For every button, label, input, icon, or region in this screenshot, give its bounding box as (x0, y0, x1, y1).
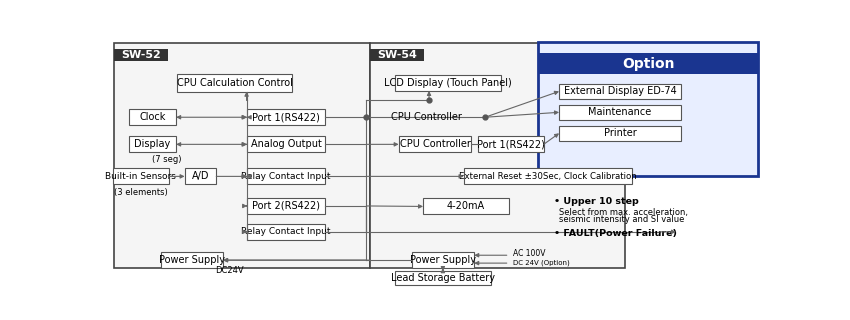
Text: DC 24V (Option): DC 24V (Option) (513, 260, 570, 266)
Text: A/D: A/D (192, 172, 209, 181)
FancyBboxPatch shape (161, 252, 224, 268)
Text: External Display ED-74: External Display ED-74 (564, 86, 677, 96)
Text: SW-52: SW-52 (122, 50, 161, 60)
Text: Port 1(RS422): Port 1(RS422) (252, 112, 320, 122)
Text: Printer: Printer (604, 128, 637, 138)
FancyBboxPatch shape (128, 136, 176, 152)
FancyBboxPatch shape (559, 126, 681, 141)
Text: (3 elements): (3 elements) (114, 188, 167, 197)
FancyBboxPatch shape (538, 53, 758, 74)
Text: DC24V: DC24V (215, 266, 244, 275)
FancyBboxPatch shape (395, 271, 490, 285)
FancyBboxPatch shape (114, 50, 168, 60)
FancyBboxPatch shape (423, 198, 509, 214)
FancyBboxPatch shape (538, 42, 758, 176)
FancyBboxPatch shape (114, 43, 370, 268)
FancyBboxPatch shape (247, 224, 325, 240)
FancyBboxPatch shape (411, 252, 474, 268)
FancyBboxPatch shape (128, 109, 176, 125)
Text: Select from max. acceleration,: Select from max. acceleration, (559, 208, 689, 217)
FancyBboxPatch shape (559, 105, 681, 120)
FancyBboxPatch shape (559, 84, 681, 99)
FancyBboxPatch shape (247, 109, 325, 125)
FancyBboxPatch shape (247, 168, 325, 184)
Text: LCD Display (Touch Panel): LCD Display (Touch Panel) (384, 78, 512, 88)
FancyBboxPatch shape (112, 168, 168, 184)
FancyBboxPatch shape (399, 136, 471, 152)
Text: seismic intensity and SI value: seismic intensity and SI value (559, 215, 685, 224)
FancyBboxPatch shape (478, 136, 544, 152)
Text: Clock: Clock (139, 112, 166, 122)
Text: • Upper 10 step: • Upper 10 step (554, 196, 639, 205)
Text: Port 2(RS422): Port 2(RS422) (252, 201, 320, 211)
FancyBboxPatch shape (247, 136, 325, 152)
Text: Port 1(RS422): Port 1(RS422) (477, 139, 545, 149)
Text: Built-in Sensors: Built-in Sensors (105, 172, 176, 181)
Text: (7 seg): (7 seg) (152, 155, 182, 164)
Text: AC 100V: AC 100V (513, 250, 546, 259)
Text: Display: Display (134, 139, 171, 149)
FancyBboxPatch shape (177, 74, 292, 92)
Text: Analog Output: Analog Output (251, 139, 321, 149)
FancyBboxPatch shape (395, 75, 501, 91)
Text: External Reset ±30Sec, Clock Calibration: External Reset ±30Sec, Clock Calibration (459, 172, 637, 181)
FancyBboxPatch shape (463, 168, 632, 184)
Text: Power Supply: Power Supply (159, 255, 225, 265)
Text: CPU Controller: CPU Controller (400, 139, 470, 149)
Text: Maintenance: Maintenance (588, 107, 652, 117)
Text: 4-20mA: 4-20mA (447, 202, 485, 212)
Text: CPU Calculation Control: CPU Calculation Control (177, 78, 292, 88)
FancyBboxPatch shape (370, 50, 424, 60)
Text: Relay Contact Input: Relay Contact Input (241, 172, 331, 181)
Text: Option: Option (622, 57, 674, 71)
Text: SW-54: SW-54 (377, 50, 416, 60)
Text: Lead Storage Battery: Lead Storage Battery (391, 273, 495, 283)
FancyBboxPatch shape (247, 198, 325, 214)
FancyBboxPatch shape (184, 168, 216, 184)
Text: Relay Contact Input: Relay Contact Input (241, 227, 331, 236)
FancyBboxPatch shape (370, 43, 626, 268)
Text: Power Supply: Power Supply (410, 255, 476, 265)
Text: CPU Controller: CPU Controller (391, 112, 462, 122)
Text: • FAULT(Power Failure): • FAULT(Power Failure) (554, 228, 677, 237)
